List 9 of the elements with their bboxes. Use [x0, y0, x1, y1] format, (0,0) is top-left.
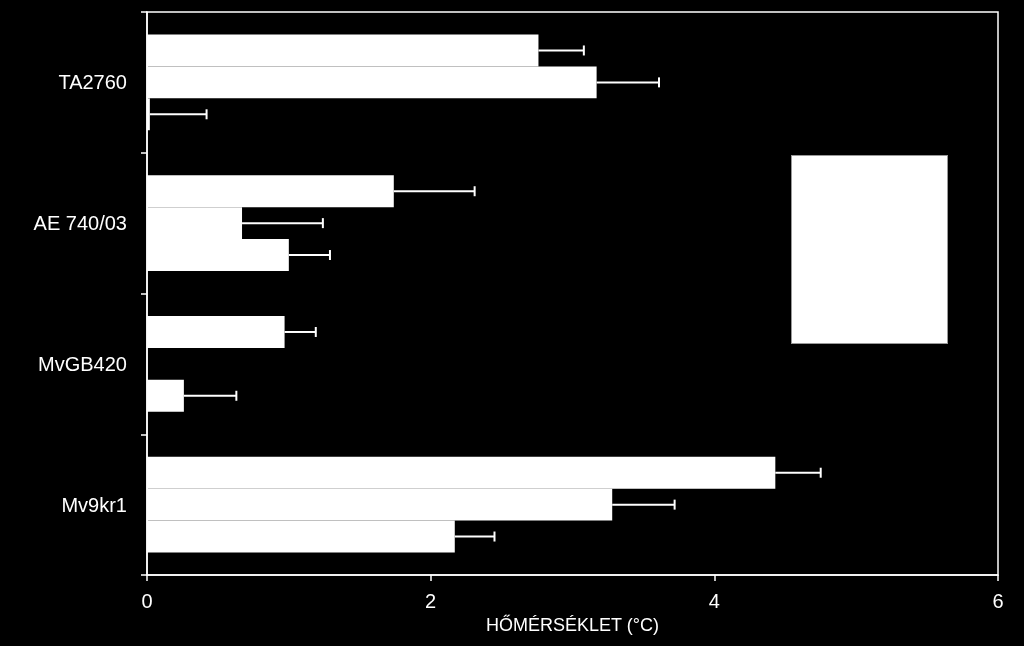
- x-axis-title: HŐMÉRSÉKLET (°C): [486, 613, 659, 635]
- x-tick-label: 4: [708, 590, 720, 612]
- x-tick-label: 6: [992, 590, 1004, 612]
- y-tick-label: Mv9kr1: [61, 493, 127, 516]
- y-tick-label: TA2760: [58, 71, 127, 94]
- x-tick-label: 0: [141, 590, 153, 612]
- y-tick-label: AE 740/03: [33, 212, 127, 235]
- y-tick-label: MvGB420: [38, 352, 127, 375]
- x-tick-label: 2: [425, 590, 437, 612]
